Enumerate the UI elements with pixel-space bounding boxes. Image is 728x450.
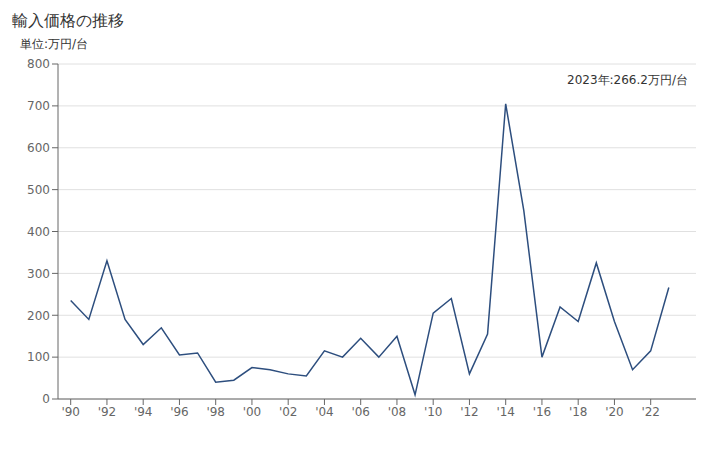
svg-text:0: 0 (42, 392, 50, 406)
svg-text:'94: '94 (134, 405, 153, 419)
svg-text:400: 400 (27, 225, 50, 239)
svg-text:'96: '96 (170, 405, 189, 419)
html-text:単位:万円/台: 単位:万円/台 (20, 37, 89, 51)
svg-text:'14: '14 (496, 405, 515, 419)
svg-text:'92: '92 (98, 405, 117, 419)
svg-text:'12: '12 (460, 405, 479, 419)
svg-text:'00: '00 (243, 405, 262, 419)
svg-text:'10: '10 (424, 405, 443, 419)
html-text:輸入価格の推移: 輸入価格の推移 (12, 11, 124, 30)
svg-text:200: 200 (27, 309, 50, 323)
svg-text:'04: '04 (315, 405, 334, 419)
html-text:2023年:266.2万円/台: 2023年:266.2万円/台 (567, 73, 688, 87)
svg-text:'02: '02 (279, 405, 298, 419)
svg-text:800: 800 (27, 57, 50, 71)
svg-text:'98: '98 (206, 405, 225, 419)
svg-text:'16: '16 (533, 405, 552, 419)
svg-text:300: 300 (27, 267, 50, 281)
svg-text:700: 700 (27, 99, 50, 113)
svg-text:600: 600 (27, 141, 50, 155)
svg-text:'20: '20 (605, 405, 624, 419)
svg-text:'06: '06 (351, 405, 370, 419)
svg-text:'08: '08 (388, 405, 407, 419)
svg-text:500: 500 (27, 183, 50, 197)
svg-text:100: 100 (27, 350, 50, 364)
svg-text:'18: '18 (569, 405, 588, 419)
svg-text:'90: '90 (61, 405, 80, 419)
svg-text:'22: '22 (641, 405, 660, 419)
